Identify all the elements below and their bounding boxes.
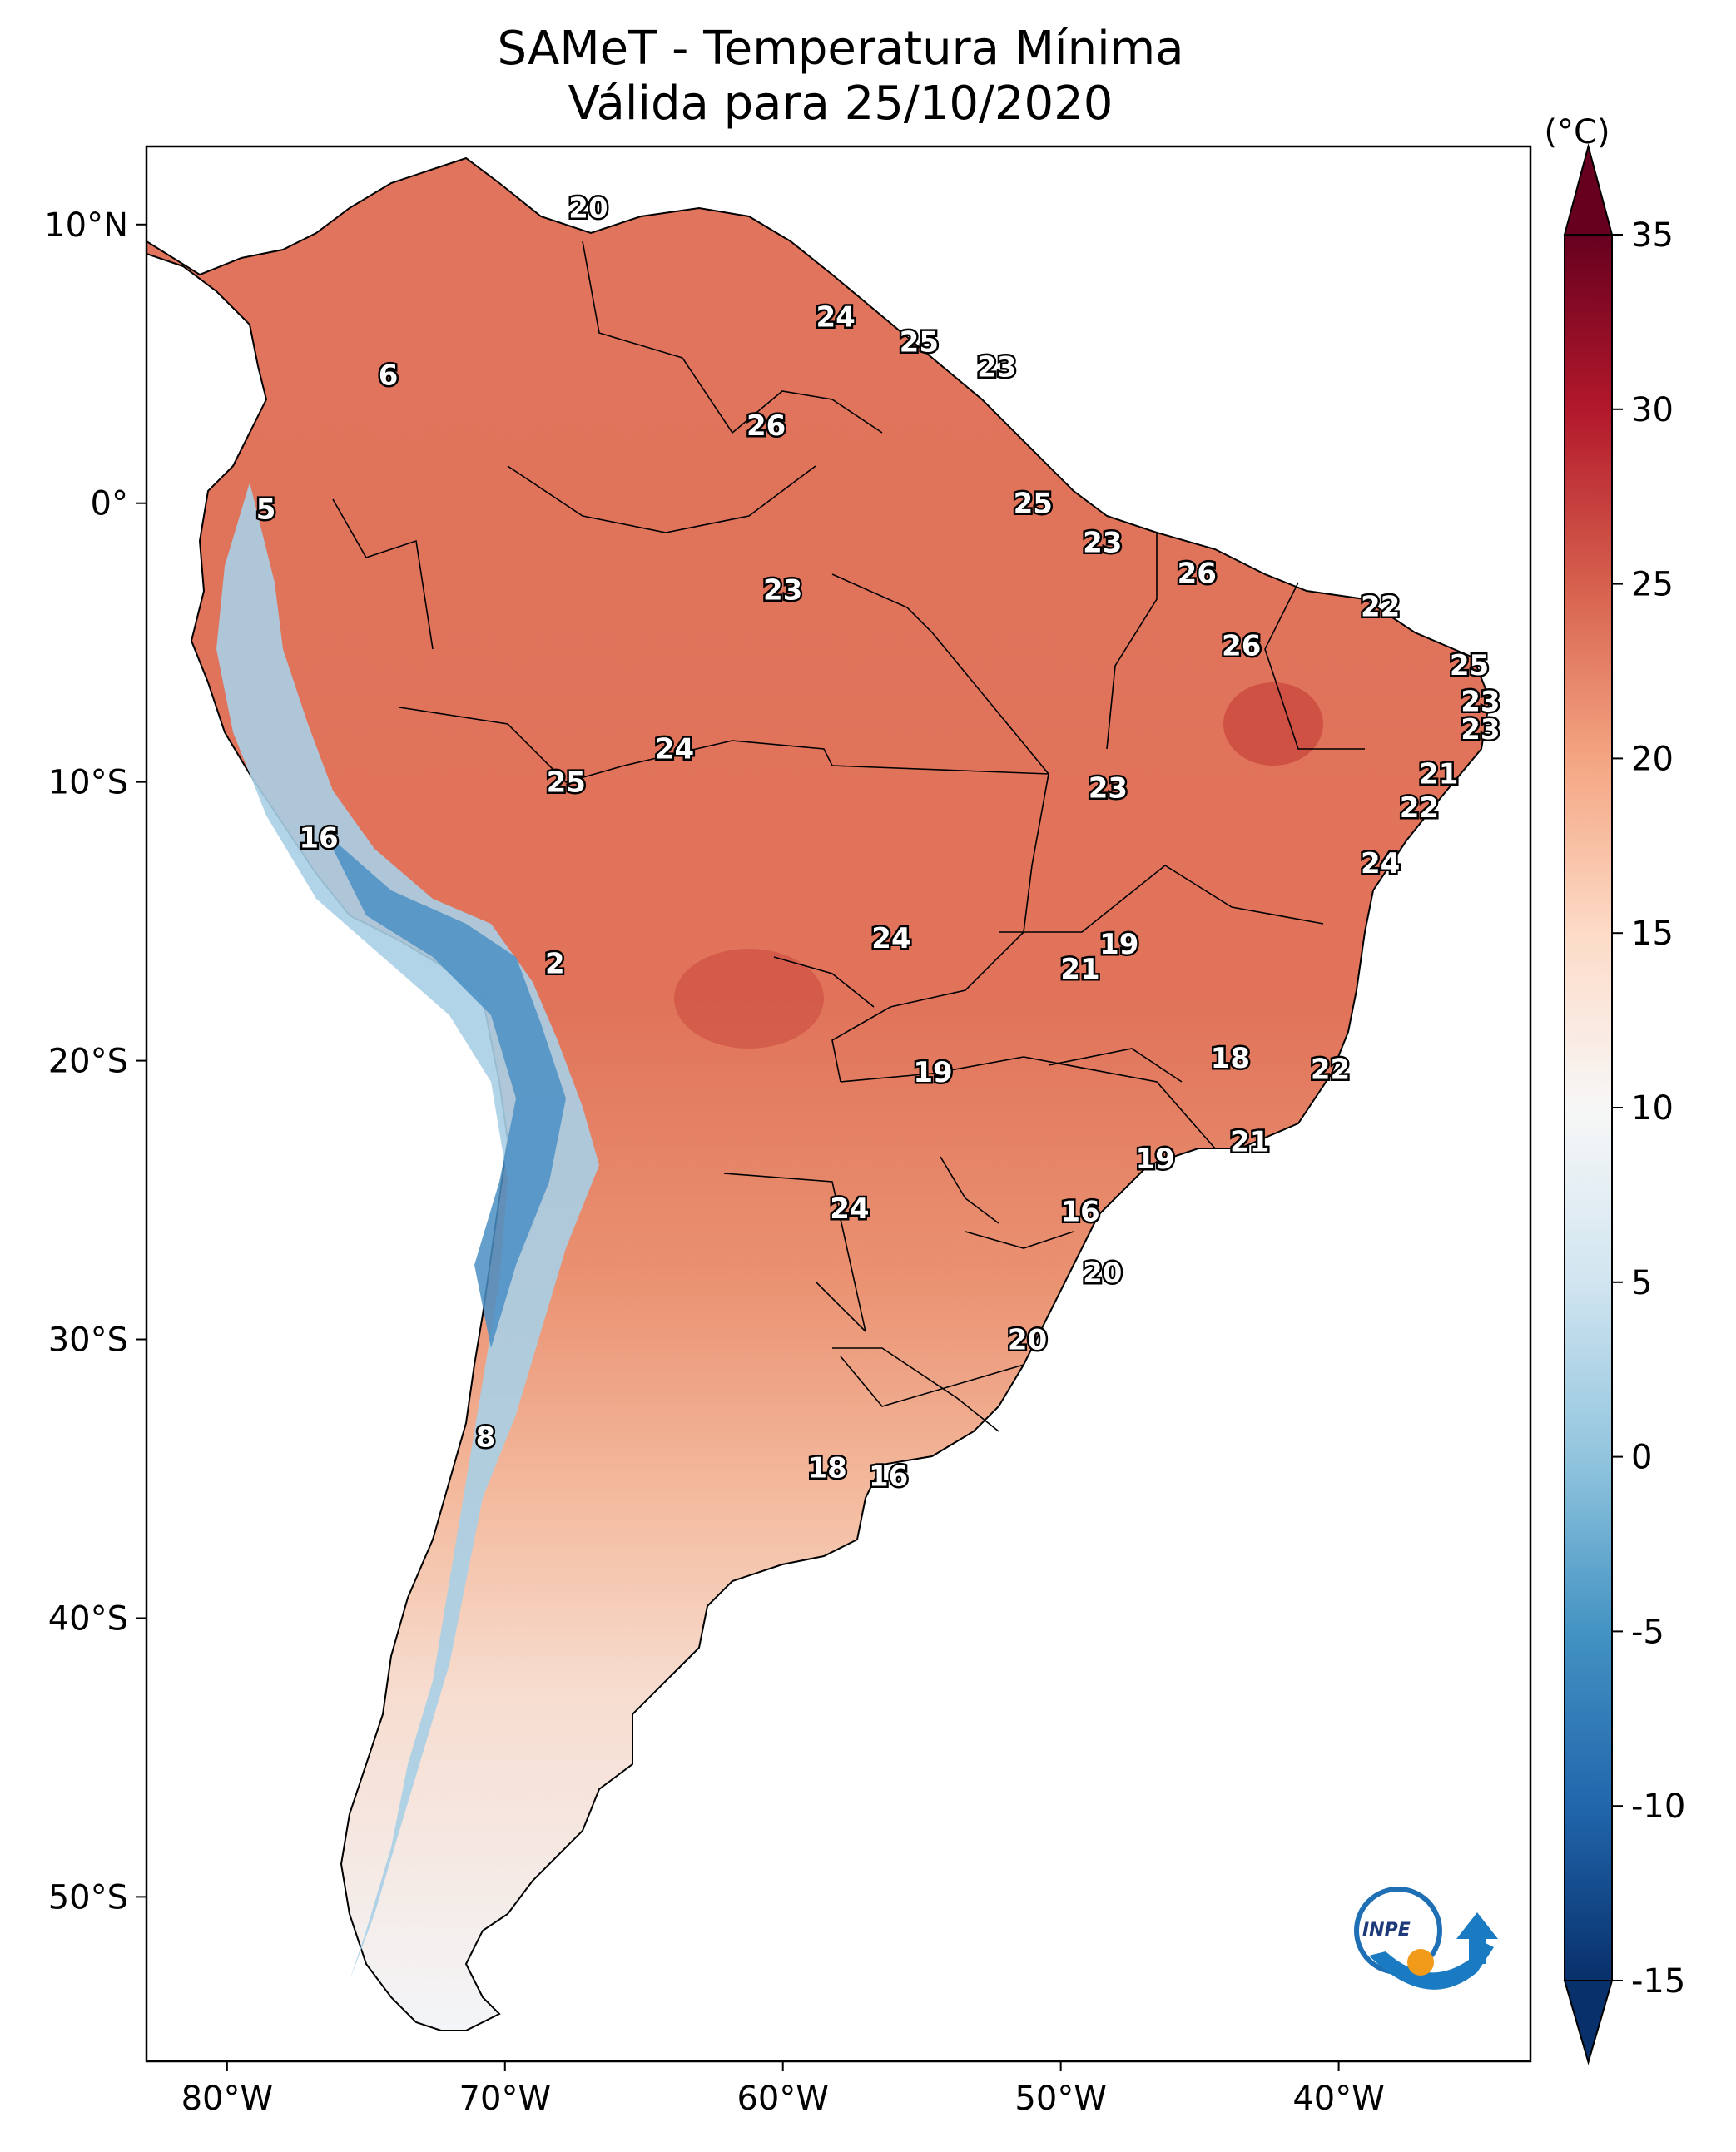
inpe-logo: INPE — [1354, 1887, 1498, 1990]
lon-tick-label: 40°W — [1292, 2080, 1384, 2118]
temperature-label: 21 — [1230, 1126, 1269, 1159]
south-america-land — [146, 156, 1491, 2031]
temperature-label: 16 — [869, 1460, 908, 1494]
temperature-label: 23 — [1089, 771, 1128, 805]
temperature-label: 20 — [1008, 1324, 1047, 1357]
temperature-label: 6 — [379, 359, 399, 393]
colorbar-tick-label: 0 — [1631, 1439, 1652, 1477]
andes-cold-core — [325, 832, 566, 1348]
lat-tick-label: 10°S — [48, 764, 128, 802]
lat-tick-label: 40°S — [48, 1599, 128, 1638]
colorbar-ticks: 35 30 25 20 15 10 5 0 -5 -10 -15 — [1612, 216, 1685, 2001]
temperature-label: 23 — [977, 351, 1016, 384]
colorbar-tick-label: 30 — [1631, 391, 1674, 429]
temperature-label: 19 — [1099, 928, 1138, 961]
temperature-label: 16 — [299, 822, 338, 855]
colorbar-tick-label: -15 — [1631, 1962, 1685, 2001]
temperature-label: 20 — [568, 192, 608, 226]
temperature-label: 22 — [1311, 1054, 1350, 1087]
lon-tick-label: 50°W — [1014, 2080, 1106, 2118]
colorbar-tick-label: -5 — [1631, 1613, 1664, 1651]
temperature-label: 25 — [547, 766, 586, 800]
temperature-label: 23 — [1461, 713, 1500, 746]
temperature-label: 26 — [1178, 557, 1217, 590]
colorbar-tick-label: 35 — [1631, 216, 1674, 255]
temperature-label: 24 — [816, 300, 855, 334]
temperature-label: 25 — [900, 325, 939, 359]
temperature-label: 18 — [1211, 1042, 1250, 1075]
lat-tick-label: 50°S — [48, 1878, 128, 1916]
temperature-label: 24 — [871, 922, 910, 955]
temperature-label: 25 — [1450, 649, 1489, 682]
colorbar-tick-label: 20 — [1631, 740, 1674, 778]
lat-tick-label: 0° — [91, 485, 128, 523]
lon-tick-label: 70°W — [459, 2080, 551, 2118]
colorbar-tick-label: 5 — [1631, 1264, 1652, 1302]
inpe-logo-text: INPE — [1362, 1920, 1411, 1941]
lat-tick-label: 30°S — [48, 1321, 128, 1360]
temperature-label: 21 — [1060, 953, 1099, 986]
colorbar-tick-label: -10 — [1631, 1788, 1685, 1826]
latitude-ticks: 10°N 0° 10°S 20°S 30°S 40°S 50°S — [44, 206, 146, 1916]
colorbar: 35 30 25 20 15 10 5 0 -5 -10 -15 (°C) — [1544, 113, 1685, 2065]
temperature-label: 2 — [545, 947, 565, 980]
colorbar-unit: (°C) — [1544, 113, 1610, 151]
temperature-label: 24 — [655, 732, 694, 766]
political-borders — [332, 240, 1365, 1432]
temperature-label: 19 — [913, 1056, 952, 1089]
longitude-ticks: 80°W 70°W 60°W 50°W 40°W — [181, 2061, 1385, 2118]
colorbar-body — [1564, 234, 1613, 1981]
map-subtitle: Válida para 25/10/2020 — [568, 77, 1114, 131]
colorbar-tick-label: 10 — [1631, 1089, 1674, 1128]
map-frame — [145, 145, 1532, 2063]
colorbar-upper-extend — [1563, 143, 1614, 236]
temperature-label: 23 — [1083, 527, 1122, 560]
temperature-label: 18 — [807, 1452, 846, 1485]
temperature-label: 8 — [476, 1421, 496, 1455]
colorbar-tick-label: 15 — [1631, 915, 1674, 953]
temperature-label: 26 — [1222, 630, 1261, 663]
temperature-label: 23 — [763, 574, 802, 607]
colorbar-tick-label: 25 — [1631, 566, 1674, 604]
temperature-label: 21 — [1419, 758, 1458, 791]
map-title: SAMeT - Temperatura Mínima — [497, 22, 1184, 76]
lon-tick-label: 60°W — [737, 2080, 828, 2118]
warm-core-center — [674, 949, 824, 1049]
temperature-label: 24 — [1361, 847, 1400, 880]
lat-tick-label: 20°S — [48, 1043, 128, 1081]
temperature-label: 26 — [746, 409, 786, 443]
andes-cold-band — [216, 483, 599, 1981]
temperature-label: 19 — [1136, 1143, 1175, 1176]
temperature-label: 22 — [1400, 791, 1439, 825]
lon-tick-label: 80°W — [181, 2080, 273, 2118]
colorbar-lower-extend — [1563, 1980, 1614, 2065]
temperature-label: 23 — [1461, 686, 1500, 719]
temperature-label: 16 — [1060, 1195, 1099, 1228]
temperature-label: 25 — [1014, 488, 1053, 521]
temperature-label: 5 — [256, 493, 276, 526]
temperature-label: 24 — [830, 1193, 869, 1226]
temperature-label: 20 — [1083, 1257, 1122, 1290]
warm-core-north — [1223, 682, 1323, 766]
temperature-label: 22 — [1361, 591, 1400, 624]
lat-tick-label: 10°N — [44, 206, 128, 245]
